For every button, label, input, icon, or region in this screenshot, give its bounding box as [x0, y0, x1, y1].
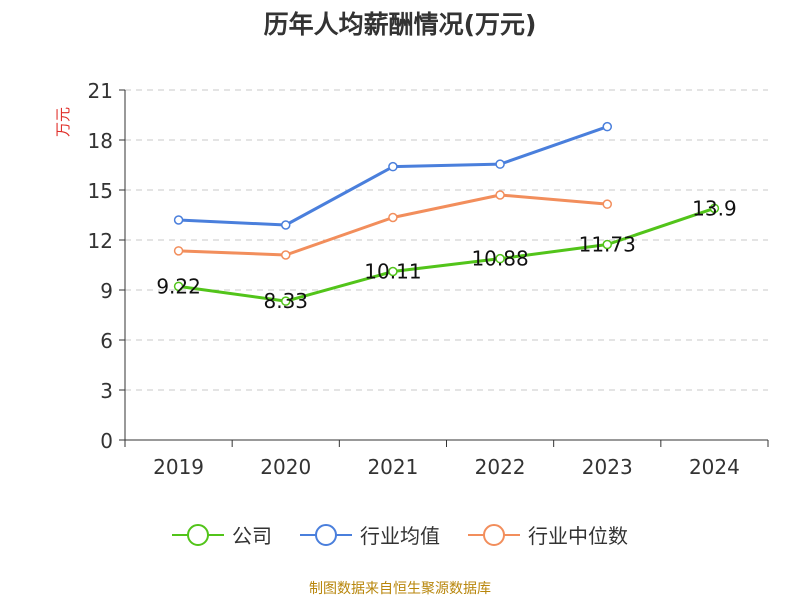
data-point — [495, 253, 505, 264]
series-line — [178, 125, 608, 227]
data-point — [388, 266, 398, 277]
y-tick-label: 21 — [88, 79, 113, 103]
y-tick-label: 9 — [100, 279, 113, 303]
y-axis-label: 万元 — [54, 107, 72, 137]
data-point — [602, 121, 612, 132]
data-label: 13.9 — [692, 196, 737, 220]
data-point — [709, 203, 720, 214]
data-label: 11.73 — [579, 233, 636, 257]
data-point — [281, 296, 291, 306]
legend: 公司 行业均值 行业中位数 — [0, 520, 800, 549]
grid-layer — [125, 89, 768, 391]
data-label-layer: 9.22 8.33 10.11 10.88 11.73 13.9 — [156, 196, 736, 313]
x-tick-label: 2022 — [475, 455, 526, 479]
legend-label: 行业均值 — [360, 524, 440, 548]
data-point — [173, 215, 184, 225]
series-line — [178, 206, 715, 303]
data-point — [281, 250, 291, 260]
data-label: 9.22 — [156, 274, 201, 298]
data-point — [495, 190, 505, 200]
data-point — [602, 239, 612, 250]
data-point — [173, 246, 184, 256]
legend-line-marker-icon — [172, 523, 224, 546]
x-tick-label: 2024 — [689, 455, 740, 479]
x-tick-label: 2023 — [582, 455, 633, 479]
legend-label: 行业中位数 — [528, 524, 628, 548]
y-tick-label: 3 — [100, 379, 113, 403]
data-point — [602, 199, 612, 209]
x-tick-label: 2021 — [367, 455, 418, 479]
x-tick-label: 2019 — [153, 455, 204, 479]
y-tick-label: 12 — [88, 229, 113, 253]
x-tick-label: 2020 — [260, 455, 311, 479]
source-note: 制图数据来自恒生聚源数据库 — [309, 581, 491, 597]
series-layer — [173, 121, 720, 306]
data-point — [388, 161, 398, 172]
series-line — [178, 193, 608, 257]
y-tick-label: 0 — [100, 429, 113, 453]
legend-label: 公司 — [232, 524, 272, 548]
y-tick-label: 15 — [88, 179, 113, 203]
data-point — [281, 220, 291, 230]
y-tick-label: 18 — [88, 129, 113, 153]
data-label: 8.33 — [263, 289, 308, 313]
data-label: 10.88 — [471, 247, 528, 271]
legend-item[interactable]: 公司 — [172, 520, 272, 549]
legend-line-marker-icon — [468, 523, 520, 546]
data-point — [495, 159, 505, 169]
legend-item[interactable]: 行业中位数 — [468, 520, 628, 549]
y-tick-label: 6 — [100, 329, 113, 353]
legend-item[interactable]: 行业均值 — [300, 520, 440, 549]
legend-line-marker-icon — [300, 523, 352, 546]
data-point — [388, 212, 398, 223]
data-point — [173, 281, 184, 292]
data-label: 10.11 — [364, 260, 421, 284]
chart-title: 历年人均薪酬情况(万元) — [263, 10, 537, 39]
axis-layer: 0 3 6 9 12 15 18 21 2019 2020 2021 2022 2023 2024 — [88, 79, 769, 479]
